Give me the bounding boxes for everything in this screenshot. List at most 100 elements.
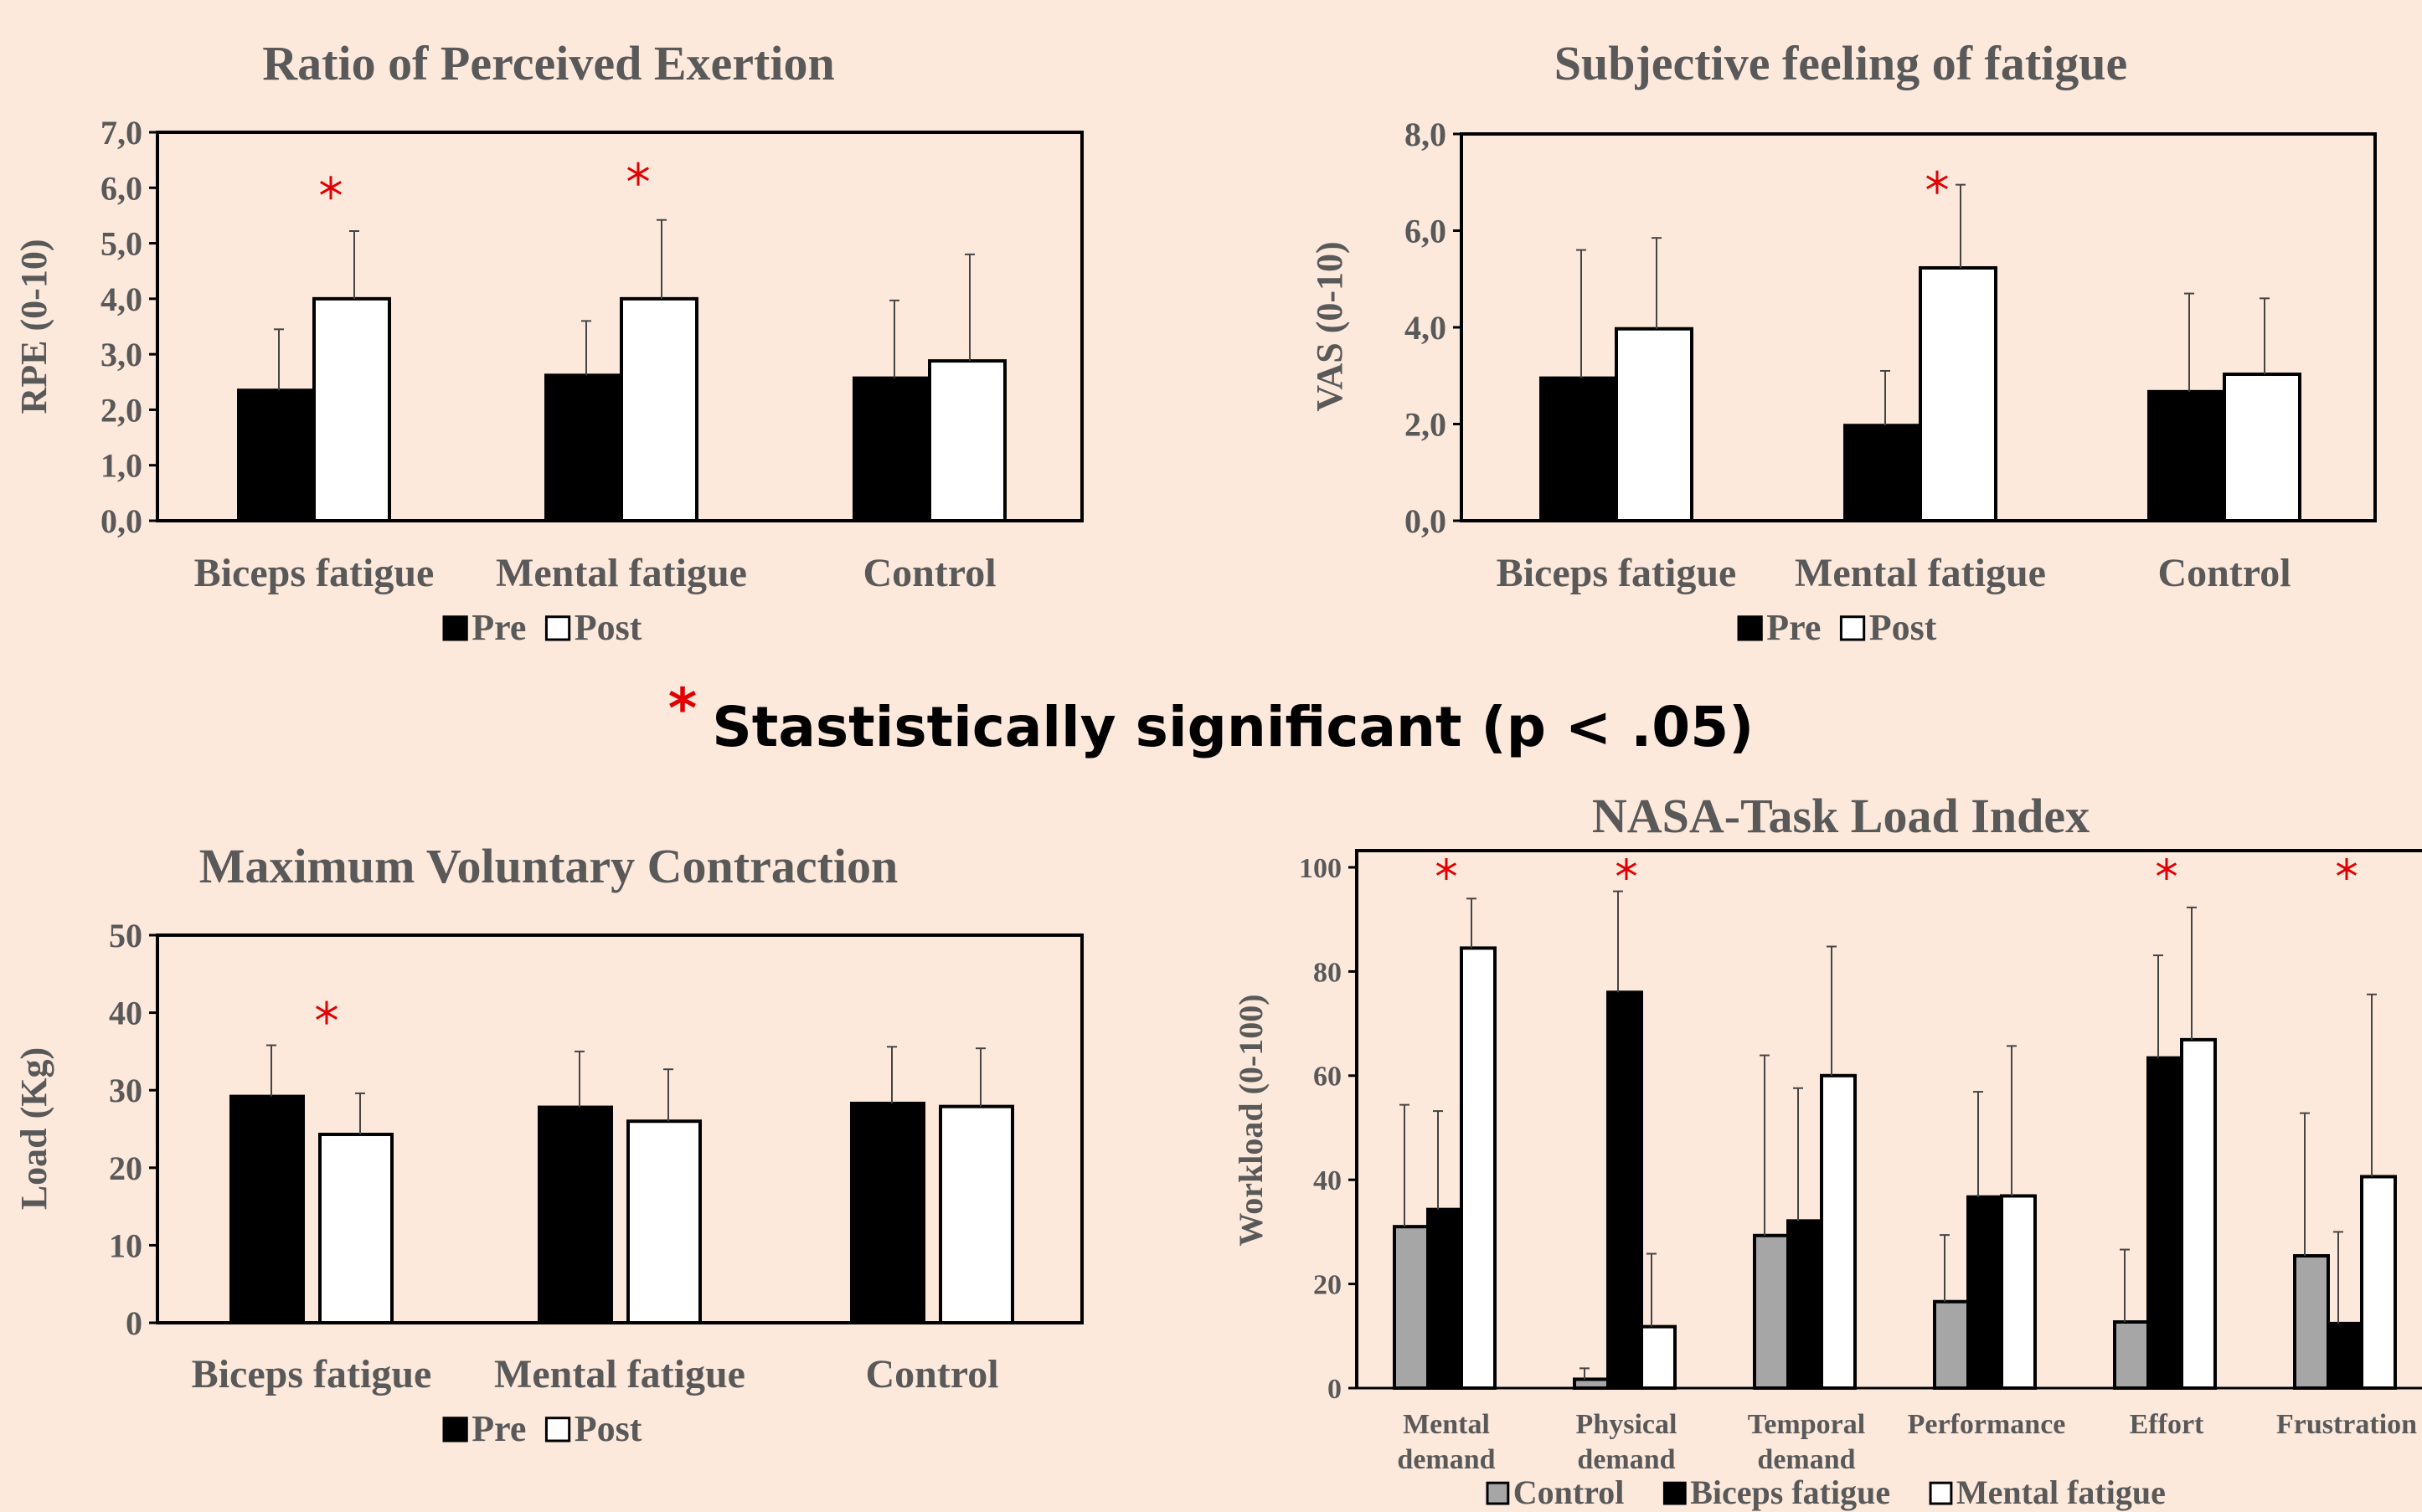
legend-label: Pre: [472, 607, 526, 648]
bar-pre: [853, 376, 931, 522]
y-tick-label: 40: [1313, 1165, 1342, 1196]
significance-note-text: Stastistically significant (p < .05): [712, 695, 1755, 759]
chart-1: [149, 131, 1084, 641]
bar-pre: [1843, 424, 1922, 523]
chart-title: NASA-Task Load Index: [1592, 789, 2090, 843]
bar-control: [1753, 1233, 1790, 1391]
y-tick-label: 6,0: [100, 169, 142, 207]
bar-post: [626, 1119, 702, 1324]
y-axis-label: VAS (0-10): [1309, 241, 1350, 411]
legend-swatch: [1839, 615, 1866, 641]
x-tick-label: Control: [865, 1352, 998, 1396]
significance-star-stroke: [1435, 862, 1457, 876]
y-tick-label: 0: [1327, 1374, 1342, 1405]
x-tick-label-line2: demand: [1577, 1444, 1675, 1475]
y-axis-label: Workload (0-100): [1232, 994, 1270, 1246]
significance-star: [1616, 858, 1637, 880]
y-tick-label: 30: [109, 1072, 142, 1109]
x-tick-label: Effort: [2130, 1409, 2204, 1440]
y-tick-label: 4,0: [1404, 309, 1446, 347]
bar-control: [1933, 1299, 1970, 1391]
legend-swatch: [1486, 1481, 1510, 1505]
chart-3: [149, 933, 1084, 1443]
x-tick-label: Mental: [1403, 1409, 1490, 1440]
significance-star-stroke: [2156, 862, 2177, 876]
legend-swatch: [1929, 1481, 1953, 1505]
bar-biceps-fatigue: [1966, 1195, 2003, 1390]
bar-post: [620, 296, 698, 522]
bar-biceps-fatigue: [1426, 1207, 1463, 1391]
x-tick-label: Control: [2157, 551, 2291, 595]
significance-star: [320, 176, 342, 200]
x-tick-label: Mental fatigue: [496, 551, 747, 595]
bar-pre: [229, 1094, 305, 1325]
bar-mental-fatigue: [1460, 946, 1497, 1391]
legend-swatch: [544, 615, 571, 641]
legend-swatch: [1662, 1481, 1687, 1505]
plot-frame: [156, 933, 1084, 1324]
significance-star-stroke: [320, 180, 342, 195]
y-tick-label: 0,0: [1404, 502, 1446, 540]
bar-post: [1919, 265, 1997, 522]
bar-biceps-fatigue: [2327, 1321, 2363, 1390]
y-tick-label: 80: [1313, 957, 1342, 988]
y-tick-label: 4,0: [100, 280, 142, 318]
bar-pre: [544, 373, 623, 522]
bar-mental-fatigue: [2000, 1194, 2037, 1391]
chart-title: Subjective feeling of fatigue: [1554, 36, 2128, 90]
bar-mental-fatigue: [2360, 1175, 2397, 1391]
bar-pre: [850, 1101, 925, 1325]
legend-label: Post: [1869, 607, 1937, 648]
bar-pre: [2147, 389, 2226, 522]
legend-label: Post: [575, 607, 642, 648]
y-axis-label: RPE (0-10): [13, 239, 54, 414]
significance-star-stroke: [2336, 862, 2358, 876]
bar-post: [1615, 327, 1693, 523]
chart-4: [1348, 849, 2422, 1505]
x-tick-label: Control: [863, 551, 996, 595]
chart-2: [1453, 132, 2377, 641]
y-tick-label: 6,0: [1404, 213, 1446, 250]
legend-label: Pre: [1766, 607, 1821, 648]
legend-label: Pre: [472, 1408, 526, 1449]
x-tick-label: Temporal: [1748, 1409, 1865, 1440]
y-tick-label: 0,0: [100, 502, 142, 540]
legend-swatch: [442, 615, 468, 641]
bar-post: [2223, 373, 2301, 522]
y-axis-label: Load (Kg): [13, 1047, 54, 1210]
x-tick-label: Biceps fatigue: [1497, 551, 1737, 595]
significance-star-stroke: [1616, 862, 1637, 876]
plot-frame: [1355, 849, 2422, 1388]
y-tick-label: 7,0: [100, 114, 142, 152]
x-tick-label-line2: demand: [1757, 1444, 1855, 1475]
significance-star: [1926, 170, 1948, 194]
bar-control: [1393, 1225, 1430, 1391]
legend-label: Post: [575, 1408, 642, 1449]
bar-control: [1573, 1377, 1610, 1391]
y-tick-label: 50: [109, 917, 142, 954]
y-tick-label: 40: [109, 995, 142, 1032]
significance-star: [2156, 858, 2177, 880]
legend-swatch: [1737, 615, 1763, 641]
bar-control: [2113, 1320, 2150, 1390]
bar-post: [939, 1104, 1014, 1324]
y-tick-label: 2,0: [1404, 406, 1446, 444]
y-tick-label: 20: [109, 1149, 142, 1187]
y-tick-label: 2,0: [100, 391, 142, 429]
legend-label: Control: [1513, 1473, 1625, 1511]
x-tick-label: Mental fatigue: [494, 1352, 745, 1396]
significance-note: * Stastistically significant (p < .05): [0, 676, 2422, 759]
significance-star: [316, 1000, 338, 1025]
bar-pre: [1539, 376, 1618, 523]
y-tick-label: 20: [1313, 1270, 1342, 1301]
legend-swatch: [544, 1417, 571, 1443]
bar-biceps-fatigue: [1606, 990, 1643, 1391]
bar-control: [2293, 1254, 2330, 1390]
chart-title: Maximum Voluntary Contraction: [199, 839, 899, 893]
significance-star: *: [667, 676, 698, 741]
bar-biceps-fatigue: [2146, 1056, 2183, 1390]
y-tick-label: 3,0: [100, 336, 142, 373]
y-tick-label: 8,0: [1404, 116, 1446, 153]
significance-star-stroke: [1926, 175, 1948, 190]
